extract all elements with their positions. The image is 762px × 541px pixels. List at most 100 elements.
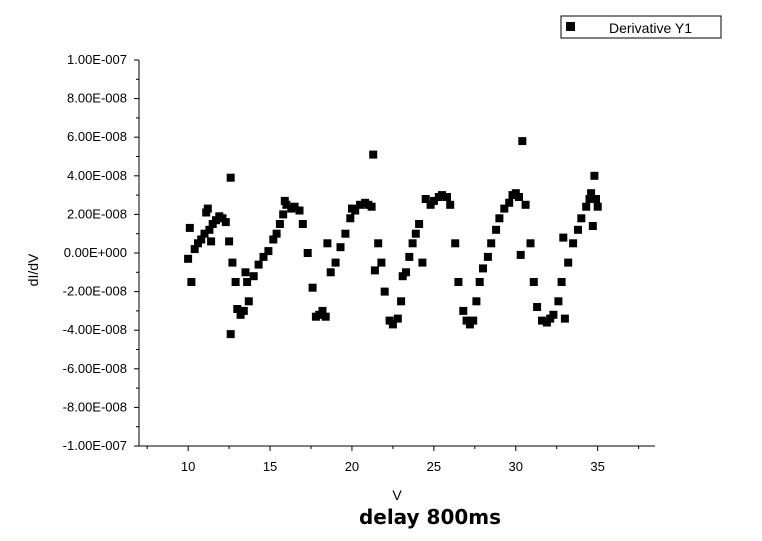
y-tick-label: -1.00E-007 xyxy=(63,438,127,453)
data-point xyxy=(533,303,542,311)
data-point xyxy=(429,196,438,205)
data-point xyxy=(370,266,379,275)
data-point xyxy=(272,229,281,238)
data-point xyxy=(254,260,263,269)
y-axis-label: dI/dV xyxy=(25,253,41,286)
x-tick-label: 20 xyxy=(345,459,359,474)
data-point xyxy=(295,206,304,215)
data-point xyxy=(492,225,501,234)
y-tick-label: 4.00E-008 xyxy=(67,168,127,183)
data-point xyxy=(443,193,451,201)
data-point xyxy=(207,237,216,246)
data-point xyxy=(472,297,481,306)
y-tick-label: -4.00E-008 xyxy=(63,322,127,337)
data-point xyxy=(500,204,509,213)
data-point xyxy=(554,297,563,306)
data-point xyxy=(529,278,538,286)
data-point xyxy=(241,268,250,277)
data-point xyxy=(564,258,573,267)
data-point xyxy=(303,249,312,257)
data-point xyxy=(336,243,345,252)
x-tick-label: 25 xyxy=(427,459,441,474)
data-point xyxy=(582,202,591,211)
y-tick-label: -2.00E-008 xyxy=(63,284,127,299)
data-point xyxy=(318,306,327,315)
data-point xyxy=(203,204,212,213)
legend-marker-square xyxy=(566,22,575,31)
chart-caption: delay 800ms xyxy=(358,505,502,529)
x-axis: 10 15 20 25 30 35 xyxy=(146,446,640,474)
data-point xyxy=(469,316,478,325)
y-tick-label: 0.00E+000 xyxy=(64,245,127,260)
data-point xyxy=(479,264,487,273)
data-point xyxy=(249,272,258,281)
data-point xyxy=(557,278,566,286)
x-tick-label: 30 xyxy=(509,459,523,474)
data-point xyxy=(549,310,558,319)
data-point xyxy=(459,306,468,315)
data-point xyxy=(415,220,424,228)
data-point xyxy=(388,320,397,329)
data-point xyxy=(585,195,594,203)
y-tick-label: 1.00E-007 xyxy=(67,52,127,67)
data-point xyxy=(411,229,420,238)
data-point xyxy=(495,214,504,223)
data-point xyxy=(243,278,252,286)
data-point xyxy=(559,233,568,242)
data-point xyxy=(483,252,492,261)
data-point xyxy=(323,239,332,248)
legend-box xyxy=(560,15,722,39)
data-point xyxy=(380,287,389,296)
x-axis-label: V xyxy=(392,487,402,503)
data-point xyxy=(593,202,602,211)
y-tick-label: 8.00E-008 xyxy=(67,91,127,106)
data-point xyxy=(205,225,214,234)
data-point xyxy=(233,305,242,313)
data-point xyxy=(228,258,237,267)
data-point xyxy=(402,268,410,277)
data-point xyxy=(451,239,460,248)
data-point xyxy=(515,193,523,201)
data-point xyxy=(331,258,340,267)
x-tick-label: 35 xyxy=(590,459,604,474)
data-point xyxy=(438,191,446,200)
data-point xyxy=(298,220,307,228)
data-point xyxy=(244,297,253,306)
data-point xyxy=(341,229,350,238)
data-point xyxy=(393,314,402,323)
data-point xyxy=(259,252,268,261)
data-point xyxy=(418,258,427,267)
data-point xyxy=(487,239,496,248)
y-axis: 1.00E-007 8.00E-008 6.00E-008 4.00E-008 2.00… xyxy=(63,52,139,453)
data-point xyxy=(405,252,414,261)
data-point xyxy=(346,214,355,223)
data-point xyxy=(577,214,586,223)
data-point xyxy=(356,200,365,209)
legend-entry: Derivative Y1 xyxy=(609,20,692,36)
data-point xyxy=(282,200,291,209)
data-point xyxy=(369,150,378,159)
data-point xyxy=(200,229,209,238)
legend: Derivative Y1 xyxy=(560,15,722,39)
data-point xyxy=(590,171,599,180)
data-point xyxy=(505,198,514,207)
data-point xyxy=(351,206,360,215)
data-point xyxy=(421,195,430,203)
data-point xyxy=(321,312,330,321)
data-point xyxy=(367,202,376,211)
data-point xyxy=(308,283,317,292)
data-point xyxy=(239,306,248,315)
data-points xyxy=(184,137,602,339)
data-point xyxy=(225,237,234,246)
data-point xyxy=(538,316,546,325)
data-point xyxy=(454,278,463,286)
data-point xyxy=(588,222,597,230)
data-point xyxy=(221,218,230,227)
x-tick-label: 15 xyxy=(263,459,277,474)
data-point xyxy=(290,202,299,211)
data-point xyxy=(187,278,196,286)
data-point xyxy=(190,245,199,254)
data-point xyxy=(185,223,194,232)
data-point xyxy=(226,330,235,339)
data-point xyxy=(326,268,335,277)
